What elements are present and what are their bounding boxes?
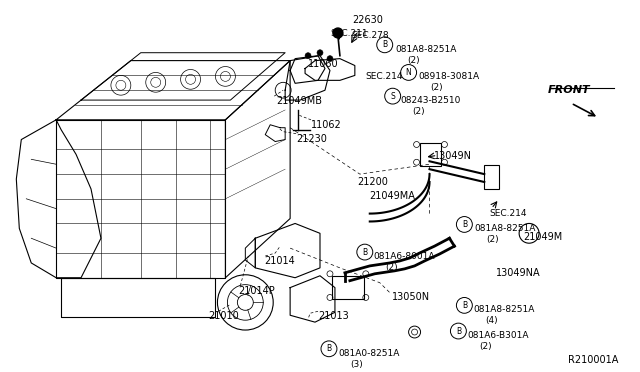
Text: B: B bbox=[456, 327, 461, 336]
Text: SEC.211: SEC.211 bbox=[330, 29, 367, 38]
Text: 21049M: 21049M bbox=[523, 232, 563, 242]
Text: (2): (2) bbox=[479, 342, 492, 351]
Text: (2): (2) bbox=[413, 107, 425, 116]
Text: 08918-3081A: 08918-3081A bbox=[419, 73, 480, 81]
Text: 11060: 11060 bbox=[308, 59, 339, 68]
Text: B: B bbox=[362, 248, 367, 257]
Text: B: B bbox=[326, 344, 332, 353]
Text: SEC.214: SEC.214 bbox=[489, 209, 527, 218]
Text: B: B bbox=[462, 220, 467, 229]
Text: 21014P: 21014P bbox=[238, 286, 275, 296]
Text: 081A8-8251A: 081A8-8251A bbox=[396, 45, 457, 54]
Bar bbox=[484, 165, 499, 189]
Text: SEC.278: SEC.278 bbox=[352, 31, 390, 40]
Circle shape bbox=[305, 53, 311, 59]
Text: (3): (3) bbox=[350, 360, 363, 369]
Bar bbox=[332, 276, 364, 299]
Text: (2): (2) bbox=[386, 263, 398, 272]
Text: 08243-B2510: 08243-B2510 bbox=[401, 96, 461, 105]
Text: 11062: 11062 bbox=[311, 120, 342, 130]
Text: 081A8-8251A: 081A8-8251A bbox=[474, 305, 534, 314]
Text: FRONT: FRONT bbox=[548, 85, 590, 95]
Text: SEC.214: SEC.214 bbox=[366, 73, 403, 81]
Text: (2): (2) bbox=[486, 235, 499, 244]
Text: 21200: 21200 bbox=[357, 177, 388, 187]
Text: 21049MA: 21049MA bbox=[369, 191, 415, 201]
Text: (2): (2) bbox=[408, 56, 420, 65]
Text: B: B bbox=[462, 301, 467, 310]
Text: S: S bbox=[390, 92, 395, 101]
Text: 21013: 21013 bbox=[318, 311, 349, 321]
Text: 22630: 22630 bbox=[352, 15, 383, 25]
Text: R210001A: R210001A bbox=[568, 355, 619, 365]
Text: 081A6-B301A: 081A6-B301A bbox=[467, 331, 529, 340]
Circle shape bbox=[327, 56, 333, 62]
Text: 081A0-8251A: 081A0-8251A bbox=[338, 349, 399, 358]
Text: 13050N: 13050N bbox=[392, 292, 430, 302]
Text: 21049MB: 21049MB bbox=[276, 96, 322, 106]
Text: 21014: 21014 bbox=[264, 256, 295, 266]
Text: 081A8-8251A: 081A8-8251A bbox=[474, 224, 536, 234]
Text: 21230: 21230 bbox=[296, 134, 327, 144]
Circle shape bbox=[317, 50, 323, 56]
Text: (4): (4) bbox=[485, 316, 498, 325]
Bar bbox=[420, 142, 442, 166]
Text: 13049N: 13049N bbox=[433, 151, 472, 161]
Text: 13049NA: 13049NA bbox=[496, 268, 541, 278]
Text: N: N bbox=[406, 68, 412, 77]
Circle shape bbox=[333, 28, 343, 38]
Text: 081A6-8001A: 081A6-8001A bbox=[374, 252, 435, 261]
Text: B: B bbox=[382, 40, 387, 49]
Text: (2): (2) bbox=[431, 83, 443, 92]
Text: 21010: 21010 bbox=[209, 311, 239, 321]
